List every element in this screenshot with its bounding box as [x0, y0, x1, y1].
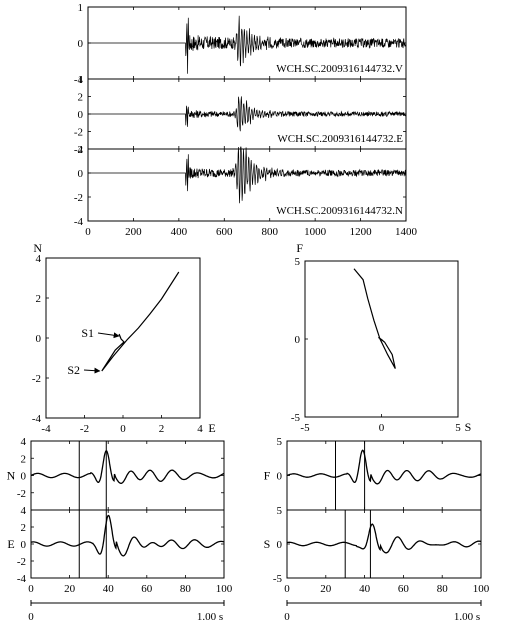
windowed-fs-f-label: F — [264, 469, 271, 483]
windowed-ne-e-xtick-label: 40 — [103, 583, 115, 595]
particle-ne-ylabel: N — [33, 241, 42, 255]
seismogram-n-xtick-label: 1200 — [350, 226, 373, 238]
seismogram-n-trace — [88, 146, 407, 204]
windowed-ne-e-trace — [30, 514, 225, 557]
seismogram-e-trace — [88, 96, 407, 132]
windowed-ne-e-xtick-label: 80 — [180, 583, 192, 595]
seismogram-n-ytick-label: -2 — [74, 192, 83, 204]
particle-fs-xtick-label: 5 — [455, 422, 461, 434]
particle-fs-ylabel: F — [296, 241, 303, 255]
seismogram-v-label: WCH.SC.2009316144732.V — [276, 63, 403, 75]
particle-fs-ytick-label: 5 — [295, 256, 301, 268]
windowed-fs-s-frame — [286, 509, 482, 579]
particle-fs-xtick-label: 0 — [379, 422, 385, 434]
windowed-ne-timescale-start: 0 — [28, 611, 34, 623]
windowed-fs-f-ytick-label: 0 — [277, 471, 283, 483]
seismogram-n-xtick-label: 1000 — [304, 226, 327, 238]
seismogram-e-ytick-label: -2 — [74, 127, 83, 139]
particle-ne-trajectory — [101, 271, 180, 372]
particle-fs-trajectory — [353, 268, 396, 369]
seismogram-n-xtick-label: 0 — [85, 226, 91, 238]
seismogram-e-ytick-label: 2 — [78, 92, 84, 104]
windowed-fs-f-ytick-label: 5 — [277, 436, 283, 448]
particle-fs-xtick-label: -5 — [300, 422, 310, 434]
windowed-fs-f-frame — [286, 440, 482, 511]
windowed-fs-s-trace — [286, 523, 482, 554]
windowed-ne-e-xtick-label: 100 — [216, 583, 233, 595]
annotation-s2: S2 — [67, 363, 80, 377]
windowed-fs-timescale-start: 0 — [284, 611, 290, 623]
particle-ne-xtick-label: 0 — [120, 423, 126, 435]
seismogram-v-trace — [88, 15, 407, 74]
windowed-fs-s-label: S — [264, 537, 271, 551]
seismogram-n-xtick-label: 200 — [125, 226, 142, 238]
windowed-ne-n-ytick-label: 2 — [21, 453, 27, 465]
seismogram-n-ytick-label: 2 — [78, 144, 84, 156]
windowed-fs-s-xtick-label: 40 — [359, 583, 371, 595]
seismogram-n-xtick-label: 400 — [171, 226, 188, 238]
particle-fs-ytick-label: -5 — [291, 412, 301, 424]
particle-ne-xtick-label: -2 — [80, 423, 89, 435]
windowed-fs-s-xtick-label: 80 — [437, 583, 449, 595]
windowed-ne-n-ytick-label: -2 — [17, 488, 26, 500]
windowed-fs-timescale-end: 1.00 s — [454, 611, 480, 623]
particle-ne-ytick-label: 0 — [36, 333, 42, 345]
particle-ne-xtick-label: 2 — [159, 423, 165, 435]
particle-fs-ytick-label: 0 — [295, 334, 301, 346]
seismogram-v-ytick-label: 0 — [78, 38, 84, 50]
seismogram-n-xtick-label: 800 — [261, 226, 278, 238]
windowed-ne-e-label: E — [7, 537, 14, 551]
windowed-ne-e-frame — [30, 509, 225, 579]
windowed-fs-s-xtick-label: 20 — [320, 583, 332, 595]
windowed-fs-s-xtick-label: 60 — [398, 583, 410, 595]
windowed-ne-e-xtick-label: 0 — [28, 583, 34, 595]
particle-ne-xlabel: E — [208, 421, 215, 435]
windowed-ne-e-ytick-label: 0 — [21, 539, 27, 551]
particle-ne-frame — [45, 257, 201, 419]
particle-ne-xtick-label: 4 — [197, 423, 203, 435]
windowed-ne-n-ytick-label: 4 — [21, 436, 27, 448]
annotation-s1-arrow — [97, 332, 120, 339]
seismogram-e-ytick-label: 4 — [78, 74, 84, 86]
windowed-ne-timescale-end: 1.00 s — [197, 611, 223, 623]
windowed-fs-s-ytick-label: 5 — [277, 505, 283, 517]
windowed-fs-s-ytick-label: -5 — [273, 573, 283, 585]
particle-fs-xlabel: S — [465, 420, 472, 434]
windowed-fs-s-xtick-label: 100 — [473, 583, 490, 595]
seismogram-v-ytick-label: -1 — [74, 74, 83, 86]
windowed-fs-s-xtick-label: 0 — [284, 583, 290, 595]
seismogram-n-ytick-label: -4 — [74, 216, 84, 228]
windowed-fs-s-ytick-label: 0 — [277, 539, 283, 551]
windowed-ne-e-ytick-label: -2 — [17, 556, 26, 568]
windowed-ne-e-xtick-label: 60 — [141, 583, 153, 595]
seismogram-n-xtick-label: 600 — [216, 226, 233, 238]
particle-ne-ytick-label: 2 — [36, 293, 42, 305]
seismogram-e-ytick-label: -4 — [74, 144, 84, 156]
windowed-ne-n-label: N — [7, 469, 16, 483]
particle-ne-xtick-label: -4 — [41, 423, 51, 435]
annotation-s2-arrow — [83, 367, 101, 374]
seismogram-n-frame — [87, 148, 407, 222]
seismogram-n-xtick-label: 1400 — [395, 226, 418, 238]
seismogram-n-ytick-label: 0 — [78, 168, 84, 180]
seismogram-v-ytick-label: 1 — [78, 2, 84, 14]
windowed-ne-e-ytick-label: 2 — [21, 522, 27, 534]
windowed-ne-e-ytick-label: -4 — [17, 573, 27, 585]
windowed-ne-n-trace — [30, 450, 225, 484]
annotation-s1: S1 — [81, 326, 94, 340]
windowed-ne-e-ytick-label: 4 — [21, 505, 27, 517]
particle-ne-ytick-label: 4 — [36, 253, 42, 265]
windowed-ne-n-ytick-label: 0 — [21, 471, 27, 483]
particle-ne-ytick-label: -4 — [32, 413, 42, 425]
seismogram-e-label: WCH.SC.2009316144732.E — [277, 133, 403, 145]
windowed-fs-f-trace — [286, 449, 482, 485]
windowed-ne-e-xtick-label: 20 — [64, 583, 76, 595]
seismogram-n-label: WCH.SC.2009316144732.N — [276, 205, 403, 217]
seismogram-e-ytick-label: 0 — [78, 109, 84, 121]
particle-ne-ytick-label: -2 — [32, 373, 41, 385]
